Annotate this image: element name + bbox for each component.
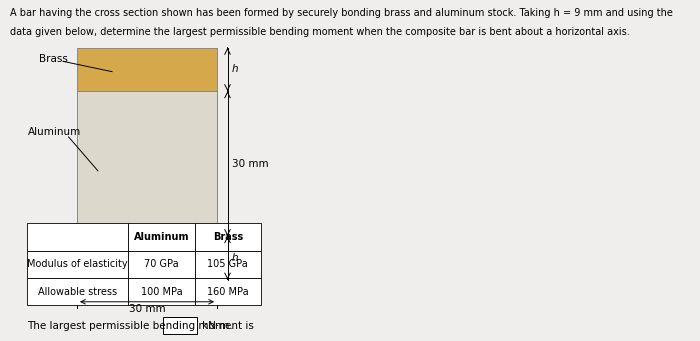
Bar bbox=[77, 236, 217, 280]
Bar bbox=[77, 91, 217, 236]
Text: kN·m.: kN·m. bbox=[202, 321, 232, 331]
Text: h: h bbox=[232, 253, 238, 263]
Bar bbox=[128, 278, 195, 305]
Text: 100 MPa: 100 MPa bbox=[141, 286, 182, 297]
Bar bbox=[27, 223, 128, 251]
Bar bbox=[27, 278, 128, 305]
Text: 70 GPa: 70 GPa bbox=[144, 259, 178, 269]
Text: data given below, determine the largest permissible bending moment when the comp: data given below, determine the largest … bbox=[10, 27, 629, 37]
Text: Allowable stress: Allowable stress bbox=[38, 286, 117, 297]
Text: 105 GPa: 105 GPa bbox=[207, 259, 248, 269]
Bar bbox=[195, 223, 261, 251]
Text: 160 MPa: 160 MPa bbox=[207, 286, 248, 297]
Bar bbox=[128, 223, 195, 251]
Text: h: h bbox=[232, 64, 238, 74]
Text: Brass: Brass bbox=[213, 232, 243, 242]
Bar bbox=[77, 48, 217, 91]
Text: Aluminum: Aluminum bbox=[28, 127, 81, 137]
Text: A bar having the cross section shown has been formed by securely bonding brass a: A bar having the cross section shown has… bbox=[10, 8, 673, 17]
Bar bbox=[163, 317, 197, 334]
Bar bbox=[27, 251, 128, 278]
Text: Modulus of elasticity: Modulus of elasticity bbox=[27, 259, 127, 269]
Text: Aluminum: Aluminum bbox=[134, 232, 189, 242]
Text: 30 mm: 30 mm bbox=[129, 304, 165, 314]
Text: Brass: Brass bbox=[38, 54, 67, 64]
Text: The largest permissible bending moment is: The largest permissible bending moment i… bbox=[27, 321, 253, 331]
Bar bbox=[195, 278, 261, 305]
Text: 30 mm: 30 mm bbox=[232, 159, 268, 169]
Bar bbox=[128, 251, 195, 278]
Bar bbox=[195, 251, 261, 278]
